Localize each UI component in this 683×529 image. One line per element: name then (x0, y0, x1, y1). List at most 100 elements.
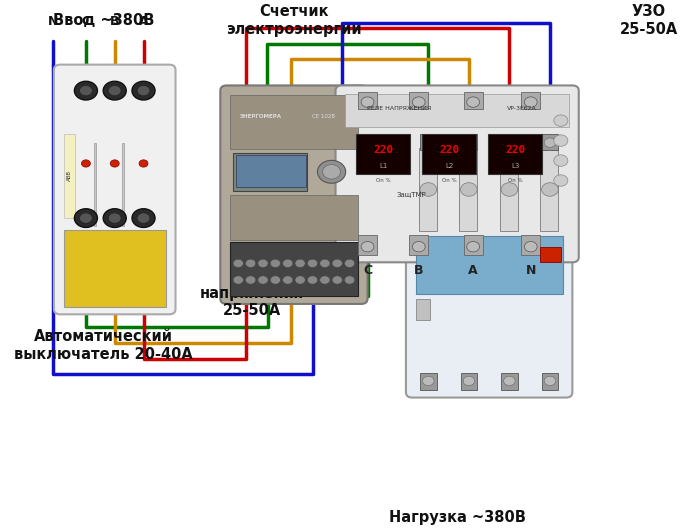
Text: VP-3F62A: VP-3F62A (507, 106, 537, 112)
Circle shape (344, 259, 354, 268)
Bar (542, 133, 558, 150)
Bar (540, 148, 558, 231)
Circle shape (322, 165, 341, 179)
Circle shape (320, 259, 330, 268)
Text: СЕ 102В: СЕ 102В (312, 114, 335, 119)
Circle shape (103, 81, 126, 100)
Circle shape (554, 115, 568, 126)
Circle shape (544, 376, 556, 386)
Circle shape (245, 276, 255, 284)
Text: ABB: ABB (67, 170, 72, 180)
Bar (464, 92, 483, 109)
Circle shape (74, 81, 98, 100)
Text: N: N (525, 263, 536, 277)
Circle shape (283, 276, 293, 284)
Circle shape (137, 213, 150, 223)
Text: УЗО
25-50А: УЗО 25-50А (620, 4, 678, 37)
Circle shape (423, 138, 434, 148)
Bar (415, 299, 430, 320)
Circle shape (525, 97, 537, 107)
Circle shape (463, 376, 475, 386)
Text: On %: On % (507, 178, 522, 183)
Text: 220: 220 (439, 145, 459, 155)
Circle shape (554, 175, 568, 186)
Circle shape (137, 86, 150, 96)
Circle shape (501, 183, 518, 196)
Bar (422, 134, 476, 174)
Circle shape (503, 376, 515, 386)
Bar (501, 373, 518, 390)
Circle shape (307, 276, 318, 284)
Bar (345, 94, 569, 127)
Text: Счетчик
электроэнергии: Счетчик электроэнергии (226, 4, 362, 37)
Circle shape (525, 242, 537, 252)
Bar (358, 234, 377, 254)
Bar (122, 143, 124, 226)
Circle shape (318, 160, 346, 183)
Circle shape (295, 276, 305, 284)
Circle shape (74, 209, 98, 227)
Text: ЭНЕРГОМЕРА: ЭНЕРГОМЕРА (239, 114, 281, 119)
Circle shape (344, 276, 354, 284)
Text: A: A (139, 15, 148, 28)
Circle shape (295, 259, 305, 268)
Bar (233, 153, 307, 190)
Circle shape (361, 97, 374, 107)
Text: 220: 220 (373, 145, 393, 155)
Circle shape (139, 160, 148, 167)
Text: Автоматический
выключатель 20-40А: Автоматический выключатель 20-40А (14, 330, 193, 362)
Bar (420, 133, 436, 150)
Text: 220: 220 (505, 145, 525, 155)
Text: Ввод ~380В: Ввод ~380В (53, 13, 154, 28)
Bar (94, 143, 96, 226)
Circle shape (542, 183, 558, 196)
Bar (542, 373, 558, 390)
Bar (419, 148, 436, 231)
Circle shape (361, 242, 374, 252)
Circle shape (320, 276, 330, 284)
Circle shape (103, 209, 126, 227)
Circle shape (423, 376, 434, 386)
Circle shape (460, 183, 477, 196)
Bar (230, 95, 358, 149)
Text: A: A (469, 263, 478, 277)
Bar (409, 92, 428, 109)
Bar (460, 133, 477, 150)
Text: L2: L2 (445, 163, 454, 169)
Bar (415, 236, 563, 294)
Bar (356, 134, 410, 174)
Circle shape (270, 259, 281, 268)
Circle shape (283, 259, 293, 268)
Circle shape (233, 276, 243, 284)
Circle shape (79, 86, 92, 96)
Bar (236, 155, 306, 187)
Text: РЕЛЕ НАПРЯЖЕНИЯ: РЕЛЕ НАПРЯЖЕНИЯ (367, 106, 432, 112)
Bar (464, 234, 483, 254)
Circle shape (554, 155, 568, 166)
Circle shape (466, 97, 479, 107)
Circle shape (332, 259, 342, 268)
Circle shape (413, 242, 425, 252)
Circle shape (109, 86, 121, 96)
Bar (488, 134, 542, 174)
Circle shape (109, 213, 121, 223)
Text: On %: On % (442, 178, 456, 183)
Bar (521, 234, 540, 254)
Circle shape (420, 183, 436, 196)
Circle shape (245, 259, 255, 268)
Circle shape (258, 276, 268, 284)
Circle shape (503, 138, 515, 148)
FancyBboxPatch shape (335, 86, 579, 262)
Circle shape (463, 138, 475, 148)
Bar (521, 92, 540, 109)
FancyBboxPatch shape (406, 127, 572, 398)
Text: Нагрузка ~380В: Нагрузка ~380В (389, 510, 526, 525)
Text: C: C (81, 15, 90, 28)
Circle shape (132, 81, 155, 100)
Bar (64, 230, 166, 306)
Text: B: B (110, 15, 120, 28)
Circle shape (79, 213, 92, 223)
Circle shape (332, 276, 342, 284)
Circle shape (554, 135, 568, 147)
Text: C: C (363, 263, 372, 277)
